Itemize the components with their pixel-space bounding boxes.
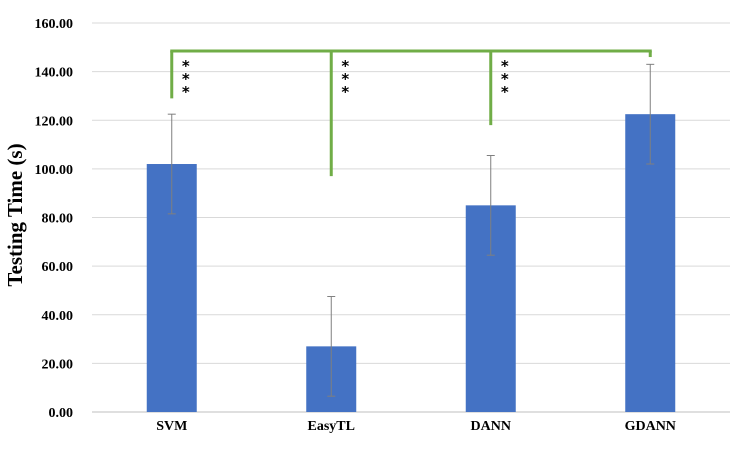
y-tick-label: 120.00 [35,114,74,129]
category-label: EasyTL [308,419,355,434]
y-tick-label: 40.00 [42,309,74,324]
y-tick-label: 60.00 [42,260,74,275]
y-tick-label: 20.00 [42,357,74,372]
y-tick-label: 160.00 [35,17,74,32]
category-labels: SVM EasyTL DANN GDANN [156,419,676,434]
significance-marker: * [182,70,190,88]
y-tick-label: 0.00 [49,406,74,421]
y-tick-label: 140.00 [35,66,74,81]
y-tick-labels: 0.00 20.00 40.00 60.00 80.00 100.00 120.00 140.… [35,17,74,421]
category-label: DANN [471,419,511,434]
significance-marker: * [182,57,190,75]
significance-marker: * [501,57,509,75]
error-bars [167,63,655,397]
significance-marker: * [501,70,509,88]
y-tick-label: 100.00 [35,163,74,178]
category-label: GDANN [625,419,676,434]
y-tick-label: 80.00 [42,212,74,227]
significance-marker: * [341,57,349,75]
gridlines [92,22,730,413]
significance-marker: * [341,70,349,88]
bars [146,114,676,412]
significance-marker: * [501,83,509,101]
significance-marker: * [182,83,190,101]
y-axis-title: Testing Time (s) [3,143,27,286]
category-label: SVM [156,419,187,434]
significance-marker: * [341,83,349,101]
significance-brackets: ********* [170,49,652,177]
